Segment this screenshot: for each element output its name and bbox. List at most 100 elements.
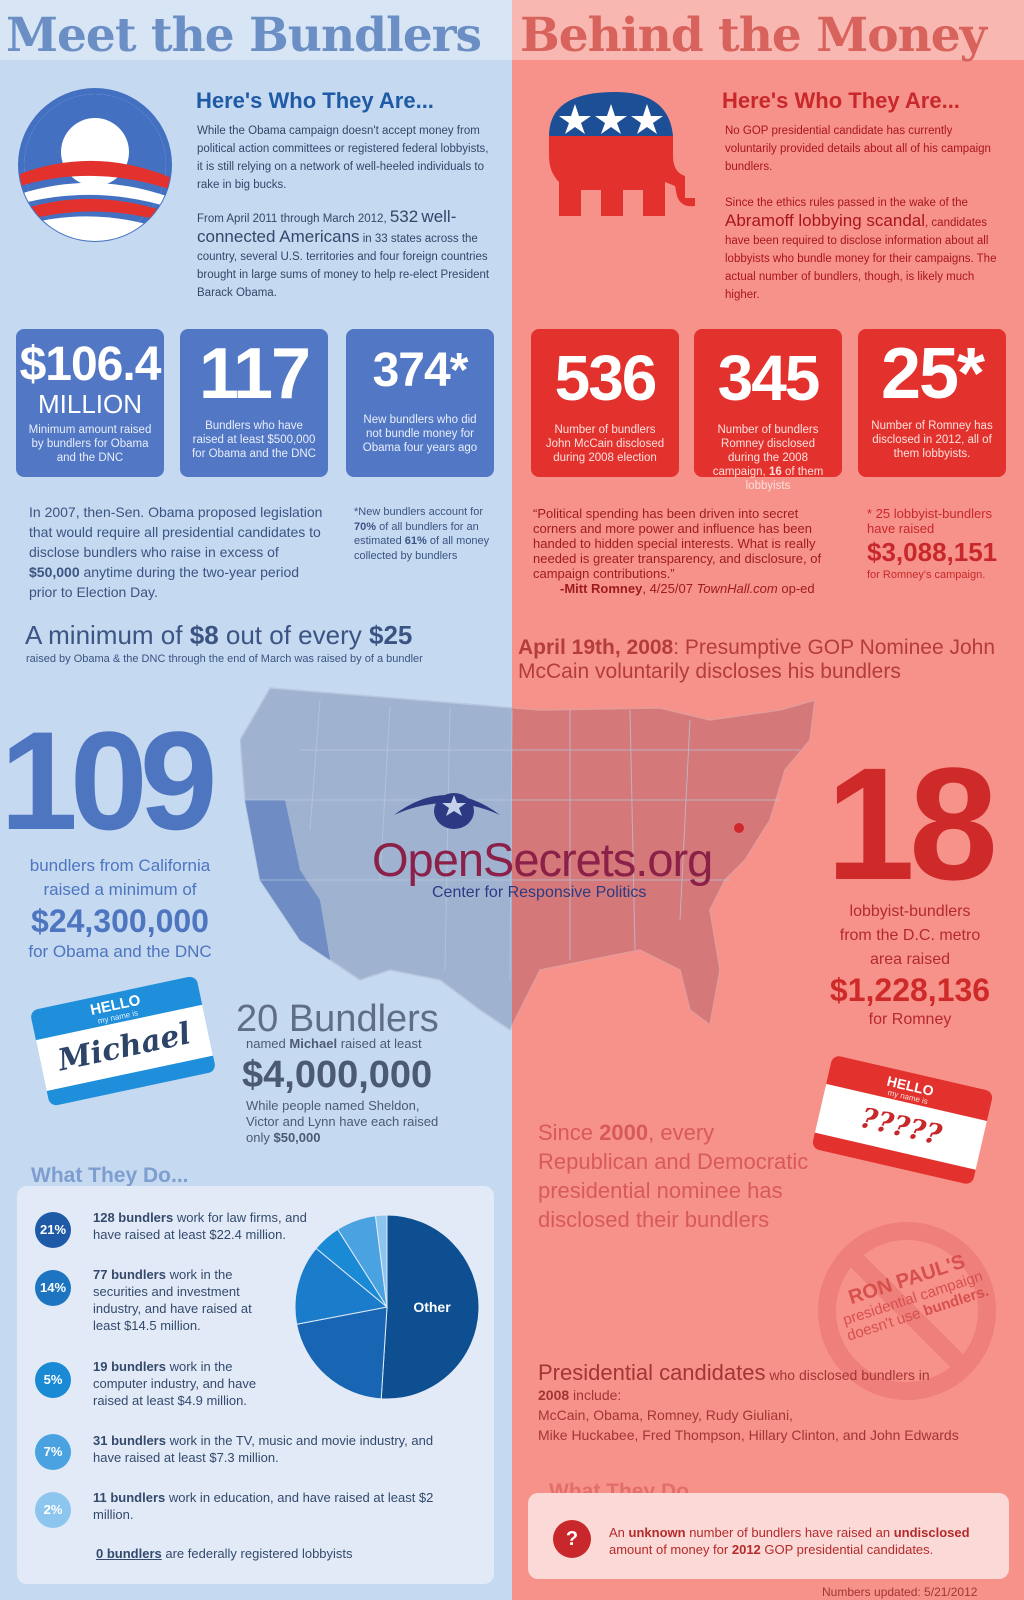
legislation-text: In 2007, then-Sen. Obama proposed legisl… <box>29 502 329 602</box>
row-securities-text: work in the securities and investment in… <box>93 1267 252 1333</box>
right-title: Behind the Money <box>520 8 987 63</box>
unknown-g: GOP presidential candidates. <box>764 1542 934 1557</box>
pie-slice-securities-and-investment <box>294 1247 389 1325</box>
right-what-panel <box>528 1493 1009 1579</box>
ca-big-number: 109 <box>0 702 218 859</box>
left-heading: Here's Who They Are... <box>196 88 434 113</box>
row-computer-text: work in the computer industry, and have … <box>93 1359 257 1408</box>
candidates-block: Presidential candidates who disclosed bu… <box>538 1360 1018 1445</box>
stat-374-value: 374* <box>372 344 469 397</box>
right-intro-p1: No GOP presidential candidate has curren… <box>725 125 991 173</box>
stat-345-desc-tail: of them lobbyists <box>745 466 824 492</box>
michael-tail: While people named Sheldon, Victor and L… <box>246 1098 456 1146</box>
minimum-headline: A minimum of $8 out of every $25 <box>25 620 412 651</box>
pie-slice-education <box>374 1214 388 1308</box>
minimum-sub: raised by Obama & the DNC through the en… <box>26 653 423 665</box>
minimum-b: $8 <box>189 620 219 650</box>
row-law-bold: 128 bundlers <box>93 1210 174 1225</box>
quote-attrib-name: -Mitt Romney <box>560 581 643 596</box>
minimum-d: $25 <box>368 620 413 650</box>
opensecrets-brand: OpenSecrets.org <box>372 833 713 886</box>
no-bundlers-icon <box>818 1222 996 1400</box>
left-footnote: *New bundlers account for 70% of all bun… <box>354 505 504 563</box>
badge-5: 5% <box>35 1362 71 1398</box>
since-c: , every Republican and Democratic presid… <box>538 1120 809 1232</box>
row-tv-text: work in the TV, music and movie industry… <box>93 1433 434 1465</box>
stat-106m-desc: Minimum amount raised by bundlers for Ob… <box>28 424 152 464</box>
badge-14: 14% <box>35 1270 71 1306</box>
ca-block: bundlers from California raised a minimu… <box>10 854 230 964</box>
numbers-updated: Numbers updated: 5/21/2012 <box>822 1585 978 1599</box>
stat-345-desc-text: Number of bundlers Romney disclosed duri… <box>712 424 819 478</box>
left-footnote-b: 70% <box>354 520 377 533</box>
left-intro-p2-pre: From April 2011 through March 2012, <box>197 213 387 225</box>
right-footnote: * 25 lobbyist-bundlers have raised $3,08… <box>867 506 1007 583</box>
row-tv-bold: 31 bundlers <box>93 1433 166 1448</box>
cands-b: who disclosed bundlers in <box>769 1367 930 1383</box>
cands-list1: McCain, Obama, Romney, Rudy Giuliani, <box>538 1407 793 1423</box>
minimum-a: A minimum of <box>25 620 183 650</box>
left-intro-p2: From April 2011 through March 2012, 532 … <box>197 208 497 302</box>
right-intro-p2-emph: Abramoff lobbying scandal <box>725 211 926 230</box>
row-law: 128 bundlers work for law firms, and hav… <box>93 1209 333 1243</box>
stat-25-desc: Number of Romney has disclosed in 2012, … <box>871 420 993 460</box>
stat-box-345: 345 Number of bundlers Romney disclosed … <box>694 329 842 492</box>
pie-slice-other <box>380 1214 480 1400</box>
badge-2: 2% <box>35 1492 71 1528</box>
row-lobbyists-text: are federally registered lobbyists <box>165 1546 353 1561</box>
dc-line3: area raised <box>869 951 951 968</box>
row-lobbyists-bold: 0 bundlers <box>96 1546 162 1561</box>
left-intro-p2-num: 532 <box>389 207 419 226</box>
legislation-b: $50,000 <box>29 564 80 580</box>
left-intro-p2-post: in 33 states across the country, several… <box>197 233 490 299</box>
stat-box-374: 374* New bundlers who did not bundle mon… <box>346 329 494 477</box>
row-education-bold: 11 bundlers <box>93 1490 166 1505</box>
row-education: 11 bundlers work in education, and have … <box>93 1489 453 1523</box>
minimum-c: out of every <box>225 620 362 650</box>
left-title: Meet the Bundlers <box>6 8 482 63</box>
romney-quote-attrib: -Mitt Romney, 4/25/07 TownHall.com op-ed <box>560 581 815 596</box>
right-footnote-a: * 25 lobbyist-bundlers have raised <box>867 506 993 536</box>
stat-box-117: 117 Bundlers who have raised at least $5… <box>180 329 328 477</box>
question-icon: ? <box>553 1520 591 1558</box>
right-intro-p2-pre: Since the ethics rules passed in the wak… <box>725 197 968 209</box>
quote-attrib-src: TownHall.com <box>696 581 778 596</box>
cands-list2: Mike Huckabee, Fred Thompson, Hillary Cl… <box>538 1427 959 1443</box>
stat-106m-unit: MILLION <box>37 389 143 419</box>
since-b: 2000 <box>599 1120 649 1145</box>
dc-dot <box>734 823 744 833</box>
right-footnote-b: for Romney's campaign. <box>867 569 986 581</box>
ca-line2: raised a minimum of <box>43 880 197 899</box>
row-education-text: work in education, and have raised at le… <box>93 1490 434 1522</box>
left-intro-p1: While the Obama campaign doesn't accept … <box>197 125 489 191</box>
michael-sub: named Michael raised at least <box>246 1036 422 1051</box>
obama-logo-icon <box>18 88 172 242</box>
dc-amount: $1,228,136 <box>829 972 991 1008</box>
ca-amount: $24,300,000 <box>31 903 209 939</box>
left-footnote-a: *New bundlers account for <box>354 506 484 518</box>
romney-quote: “Political spending has been driven into… <box>533 506 822 581</box>
gop-elephant-icon <box>549 92 695 216</box>
stat-345-desc: Number of bundlers Romney disclosed duri… <box>694 423 842 493</box>
left-footnote-c: of all bundlers for an estimated <box>354 520 479 548</box>
michael-tail-b: $50,000 <box>273 1130 321 1145</box>
left-footnote-e: of all money collected by bundlers <box>354 535 490 562</box>
pie-label-other: Other <box>413 1299 451 1315</box>
dc-line1: lobbyist-bundlers <box>849 903 971 920</box>
eye-icon <box>394 793 500 829</box>
opensecrets-sub: Center for Responsive Politics <box>432 884 647 901</box>
unknown-d: undisclosed <box>893 1525 970 1540</box>
cands-d: include: <box>573 1387 622 1403</box>
industry-pie-chart: Other <box>294 1214 480 1400</box>
badge-7: 7% <box>35 1434 71 1470</box>
row-law-text: work for law firms, and have raised at l… <box>93 1210 307 1242</box>
since-2000-text: Since 2000, every Republican and Democra… <box>538 1118 818 1234</box>
left-footnote-d: 61% <box>404 535 427 547</box>
legislation-c: anytime during the two-year period prior… <box>29 564 300 600</box>
unknown-b: unknown <box>628 1525 686 1540</box>
dc-line4: for Romney <box>868 1011 952 1028</box>
stat-box-25: 25* Number of Romney has disclosed in 20… <box>858 329 1006 477</box>
row-tv: 31 bundlers work in the TV, music and mo… <box>93 1432 443 1466</box>
row-lobbyists: 0 bundlers are federally registered lobb… <box>96 1545 446 1562</box>
cands-a: Presidential candidates <box>538 1360 766 1385</box>
